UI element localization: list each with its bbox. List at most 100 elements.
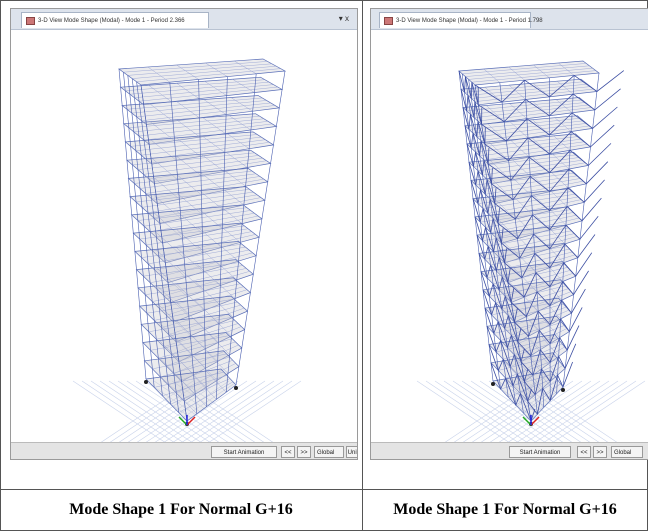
floor-grid (170, 378, 231, 405)
column (564, 225, 567, 244)
floor-grid (199, 190, 223, 210)
floor-grid (505, 273, 574, 297)
column (137, 169, 141, 189)
column (467, 95, 471, 115)
floor-grid (507, 325, 565, 348)
floor-grid (513, 285, 539, 312)
column (538, 330, 541, 350)
column (125, 141, 128, 161)
column (497, 321, 501, 341)
column (557, 356, 559, 376)
floor-grid (500, 374, 554, 390)
column (465, 76, 469, 96)
floor-grid (145, 280, 237, 295)
window-controls[interactable]: ▾ x (338, 14, 349, 23)
coordinate-select[interactable]: Global (611, 446, 643, 458)
floor-grid (499, 270, 571, 291)
column (509, 366, 514, 386)
column (504, 328, 508, 348)
brace (502, 359, 518, 387)
column (495, 302, 499, 322)
floor-grid (160, 376, 197, 414)
ground-grid (144, 380, 239, 443)
column (501, 102, 505, 122)
column (482, 208, 486, 228)
column (173, 373, 177, 394)
floor-grid (493, 199, 582, 219)
column (477, 170, 481, 190)
axis-y (522, 416, 532, 426)
column (171, 354, 175, 374)
floor-grid (135, 136, 262, 151)
floor-grid (515, 340, 542, 370)
column (163, 346, 167, 366)
column (232, 298, 236, 318)
floor-grid (511, 194, 533, 216)
column (281, 70, 286, 90)
previous-button[interactable]: << (281, 446, 295, 458)
column (136, 269, 139, 288)
column (144, 294, 148, 314)
support (491, 382, 495, 386)
column (145, 244, 149, 264)
column (504, 262, 509, 283)
floor-grid (143, 262, 240, 277)
coordinate-select[interactable]: Global (314, 446, 344, 458)
start-animation-button[interactable]: Start Animation (211, 446, 277, 458)
floor-grid (508, 85, 526, 100)
column (506, 141, 509, 161)
column (179, 199, 182, 219)
floor-grid (175, 338, 206, 369)
floor-grid (148, 85, 172, 102)
floor-grid (197, 226, 222, 248)
column (504, 296, 509, 316)
floor-grid (139, 225, 245, 240)
column (514, 322, 519, 342)
floor-grid (123, 61, 268, 73)
units-button[interactable]: Units... (346, 446, 357, 458)
column (563, 243, 566, 263)
brace (478, 99, 526, 123)
column (151, 301, 155, 321)
column (250, 111, 253, 131)
column (567, 169, 570, 188)
floor-grid (154, 372, 225, 388)
next-button[interactable]: >> (297, 446, 311, 458)
column (481, 124, 486, 145)
column (159, 308, 162, 328)
column (167, 282, 172, 303)
floor-grid (508, 291, 572, 316)
ground-grid (207, 380, 302, 443)
start-animation-button[interactable]: Start Animation (509, 446, 571, 458)
floor-grid (516, 376, 544, 408)
column (491, 183, 496, 204)
column (147, 212, 151, 232)
column (487, 164, 492, 184)
column (137, 220, 141, 240)
column (490, 232, 494, 252)
floor-grid (217, 243, 239, 262)
column (121, 105, 125, 124)
view-tab[interactable]: 3-D View Mode Shape (Modal) - Mode 1 - P… (21, 12, 209, 28)
floor-grid (173, 344, 239, 374)
floor-grid (141, 244, 242, 258)
previous-button[interactable]: << (577, 446, 591, 458)
brace (528, 150, 571, 174)
floor-grid (156, 215, 259, 238)
column (143, 226, 147, 246)
floor-grid (205, 62, 228, 77)
column (486, 277, 490, 297)
floor-grid (176, 247, 204, 273)
next-button[interactable]: >> (593, 446, 607, 458)
floor-grid (219, 224, 241, 243)
column (570, 112, 573, 132)
view-tab[interactable]: 3-D View Mode Shape (Modal) - Mode 1 - P… (379, 12, 543, 28)
column (531, 195, 533, 215)
floor-grid (152, 283, 241, 302)
column (123, 123, 126, 142)
column (559, 318, 562, 338)
floor-grid (150, 265, 243, 283)
column (153, 320, 157, 340)
floor-grid (511, 176, 532, 196)
floor-grid (125, 79, 265, 91)
